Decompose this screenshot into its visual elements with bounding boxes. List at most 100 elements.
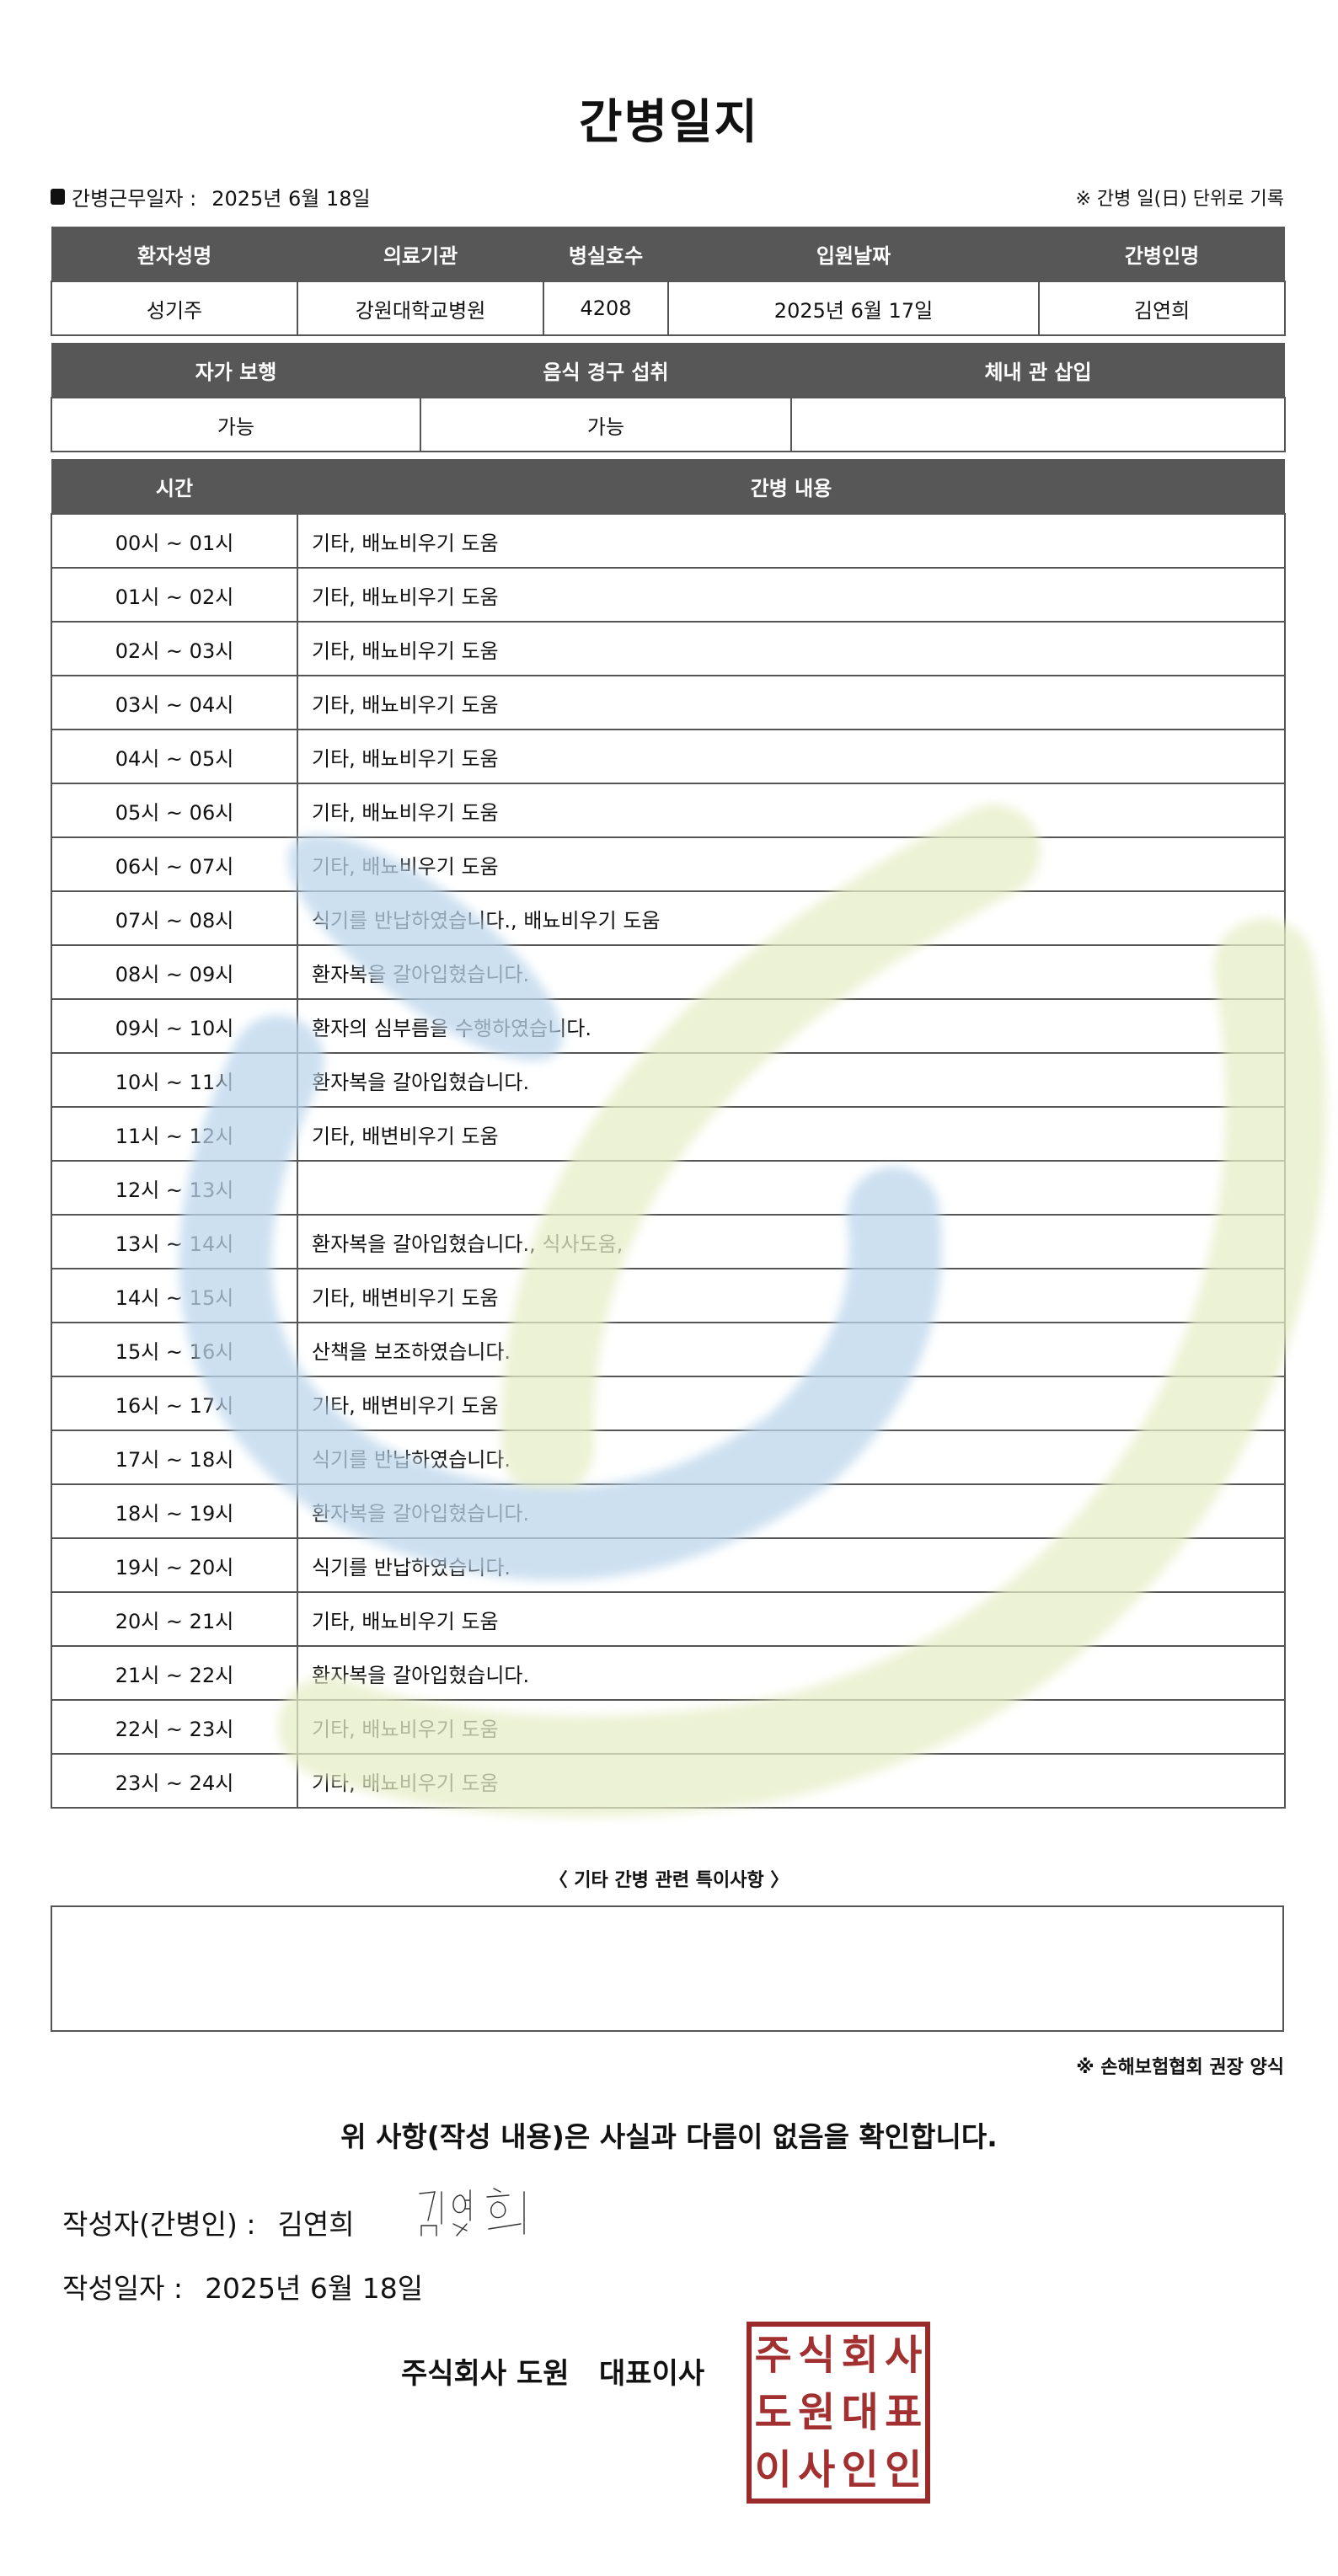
writer-name: 김연희 bbox=[277, 2208, 355, 2241]
care-log-row: 10시 ~ 11시 환자복을 갈아입혔습니다. bbox=[51, 1052, 1286, 1108]
status-table-row: 가능 가능 bbox=[51, 397, 1286, 452]
log-time: 21시 ~ 22시 bbox=[51, 1645, 298, 1701]
log-time: 04시 ~ 05시 bbox=[51, 729, 298, 784]
log-content: 환자복을 갈아입혔습니다. bbox=[297, 1645, 1286, 1701]
handwritten-signature bbox=[419, 2188, 525, 2237]
tube-insertion bbox=[790, 397, 1286, 452]
header-content: 간병 내용 bbox=[297, 459, 1285, 514]
written-date-label: 작성일자 : bbox=[62, 2272, 184, 2305]
patient-name: 성기주 bbox=[51, 281, 298, 336]
care-log-row: 21시 ~ 22시 환자복을 갈아입혔습니다. bbox=[51, 1645, 1286, 1701]
care-log-row: 11시 ~ 12시 기타, 배변비우기 도움 bbox=[51, 1106, 1286, 1162]
care-log-row: 12시 ~ 13시 bbox=[51, 1160, 1286, 1216]
log-time: 22시 ~ 23시 bbox=[51, 1699, 298, 1755]
care-log-table: 시간 간병 내용 00시 ~ 01시 기타, 배뇨비우기 도움 01시 ~ 02시 기… bbox=[51, 459, 1286, 1809]
written-date-line: 작성일자 : 2025년 6월 18일 bbox=[62, 2266, 423, 2306]
care-log-row: 07시 ~ 08시 식기를 반납하였습니다., 배뇨비우기 도움 bbox=[51, 890, 1286, 946]
header-room: 병실호수 bbox=[543, 227, 668, 281]
confirm-statement: 위 사항(작성 내용)은 사실과 다름이 없음을 확인합니다. bbox=[340, 2120, 998, 2153]
stamp-character: 사 bbox=[885, 2332, 923, 2379]
stamp-character: 인 bbox=[841, 2446, 879, 2493]
admission-date: 2025년 6월 17일 bbox=[667, 281, 1040, 336]
care-log-row: 02시 ~ 03시 기타, 배뇨비우기 도움 bbox=[51, 621, 1286, 676]
patient-table-header: 환자성명 의료기관 병실호수 입원날짜 간병인명 bbox=[51, 227, 1285, 281]
care-log-header: 시간 간병 내용 bbox=[51, 459, 1285, 514]
recommend-note: ※ 손해보험협회 권장 양식 bbox=[1076, 2057, 1284, 2078]
care-log-row: 01시 ~ 02시 기타, 배뇨비우기 도움 bbox=[51, 567, 1286, 623]
work-date-label: 간병근무일자 : bbox=[72, 187, 197, 211]
log-content: 기타, 배변비우기 도움 bbox=[297, 1268, 1286, 1323]
stamp-character: 이 bbox=[754, 2446, 792, 2493]
hospital: 강원대학교병원 bbox=[297, 281, 544, 336]
status-table-header: 자가 보행 음식 경구 섭취 체내 관 삽입 bbox=[51, 343, 1285, 398]
header-hospital: 의료기관 bbox=[297, 227, 543, 281]
stamp-character: 회 bbox=[841, 2332, 879, 2379]
self-walking: 가능 bbox=[51, 397, 421, 452]
log-time: 02시 ~ 03시 bbox=[51, 621, 298, 676]
log-content: 환자의 심부름을 수행하였습니다. bbox=[297, 998, 1286, 1054]
log-content: 환자복을 갈아입혔습니다., 식사도움, bbox=[297, 1214, 1286, 1269]
care-log-row: 08시 ~ 09시 환자복을 갈아입혔습니다. bbox=[51, 944, 1286, 1000]
header-oral-intake: 음식 경구 섭취 bbox=[420, 343, 791, 398]
care-log-row: 15시 ~ 16시 산책을 보조하였습니다. bbox=[51, 1322, 1286, 1377]
work-date-value: 2025년 6월 18일 bbox=[211, 187, 371, 211]
stamp-character: 도 bbox=[754, 2389, 792, 2436]
log-content: 기타, 배변비우기 도움 bbox=[297, 1106, 1286, 1162]
log-time: 06시 ~ 07시 bbox=[51, 836, 298, 892]
log-time: 08시 ~ 09시 bbox=[51, 944, 298, 1000]
log-content: 환자복을 갈아입혔습니다. bbox=[297, 1483, 1286, 1539]
log-time: 09시 ~ 10시 bbox=[51, 998, 298, 1054]
stamp-character: 식 bbox=[798, 2332, 836, 2379]
log-content: 기타, 배뇨비우기 도움 bbox=[297, 1699, 1286, 1755]
bullet-square-icon bbox=[51, 189, 65, 205]
care-log-row: 18시 ~ 19시 환자복을 갈아입혔습니다. bbox=[51, 1483, 1286, 1539]
log-time: 07시 ~ 08시 bbox=[51, 890, 298, 946]
care-log-row: 19시 ~ 20시 식기를 반납하였습니다. bbox=[51, 1537, 1286, 1593]
stamp-character: 사 bbox=[798, 2446, 836, 2493]
log-content: 기타, 배뇨비우기 도움 bbox=[297, 621, 1286, 676]
stamp-character: 대 bbox=[841, 2389, 879, 2436]
log-content: 기타, 배뇨비우기 도움 bbox=[297, 675, 1286, 730]
stamp-character: 원 bbox=[798, 2389, 836, 2436]
log-time: 17시 ~ 18시 bbox=[51, 1430, 298, 1485]
log-content: 식기를 반납하였습니다. bbox=[297, 1537, 1286, 1593]
care-log-row: 16시 ~ 17시 기타, 배변비우기 도움 bbox=[51, 1376, 1286, 1431]
written-date-value: 2025년 6월 18일 bbox=[205, 2272, 424, 2305]
log-content: 기타, 배뇨비우기 도움 bbox=[297, 567, 1286, 623]
log-time: 03시 ~ 04시 bbox=[51, 675, 298, 730]
care-log-row: 09시 ~ 10시 환자의 심부름을 수행하였습니다. bbox=[51, 998, 1286, 1054]
care-log-row: 00시 ~ 01시 기타, 배뇨비우기 도움 bbox=[51, 513, 1286, 569]
log-time: 05시 ~ 06시 bbox=[51, 783, 298, 838]
special-notes-label: 〈 기타 간병 관련 특이사항 〉 bbox=[549, 1870, 789, 1891]
header-admission-date: 입원날짜 bbox=[668, 227, 1039, 281]
log-content: 기타, 배변비우기 도움 bbox=[297, 1376, 1286, 1431]
log-content: 기타, 배뇨비우기 도움 bbox=[297, 836, 1286, 892]
unit-note: ※ 간병 일(日) 단위로 기록 bbox=[1075, 189, 1285, 210]
log-content: 산책을 보조하였습니다. bbox=[297, 1322, 1286, 1377]
log-time: 10시 ~ 11시 bbox=[51, 1052, 298, 1108]
header-self-walking: 자가 보행 bbox=[51, 343, 420, 398]
stamp-character: 인 bbox=[885, 2446, 923, 2493]
care-log-row: 03시 ~ 04시 기타, 배뇨비우기 도움 bbox=[51, 675, 1286, 730]
log-content: 식기를 반납하였습니다. bbox=[297, 1430, 1286, 1485]
log-time: 16시 ~ 17시 bbox=[51, 1376, 298, 1431]
log-time: 15시 ~ 16시 bbox=[51, 1322, 298, 1377]
special-notes-field[interactable] bbox=[51, 1905, 1284, 2032]
log-content: 식기를 반납하였습니다., 배뇨비우기 도움 bbox=[297, 890, 1286, 946]
log-content: 기타, 배뇨비우기 도움 bbox=[297, 783, 1286, 838]
status-table: 자가 보행 음식 경구 섭취 체내 관 삽입 가능 가능 bbox=[51, 343, 1286, 452]
care-log-row: 23시 ~ 24시 기타, 배뇨비우기 도움 bbox=[51, 1753, 1286, 1809]
log-content: 환자복을 갈아입혔습니다. bbox=[297, 944, 1286, 1000]
care-log-row: 05시 ~ 06시 기타, 배뇨비우기 도움 bbox=[51, 783, 1286, 838]
work-date: 간병근무일자 : 2025년 6월 18일 bbox=[51, 182, 371, 211]
care-log-row: 06시 ~ 07시 기타, 배뇨비우기 도움 bbox=[51, 836, 1286, 892]
stamp-character: 표 bbox=[885, 2389, 923, 2436]
log-content: 환자복을 갈아입혔습니다. bbox=[297, 1052, 1286, 1108]
header-caregiver: 간병인명 bbox=[1039, 227, 1285, 281]
log-content: 기타, 배뇨비우기 도움 bbox=[297, 1753, 1286, 1809]
care-log-row: 20시 ~ 21시 기타, 배뇨비우기 도움 bbox=[51, 1591, 1286, 1647]
company-representative: 주식회사 도원 대표이사 bbox=[401, 2357, 705, 2391]
log-time: 00시 ~ 01시 bbox=[51, 513, 298, 569]
patient-table: 환자성명 의료기관 병실호수 입원날짜 간병인명 성기주 강원대학교병원 420… bbox=[51, 227, 1286, 336]
log-time: 12시 ~ 13시 bbox=[51, 1160, 298, 1216]
